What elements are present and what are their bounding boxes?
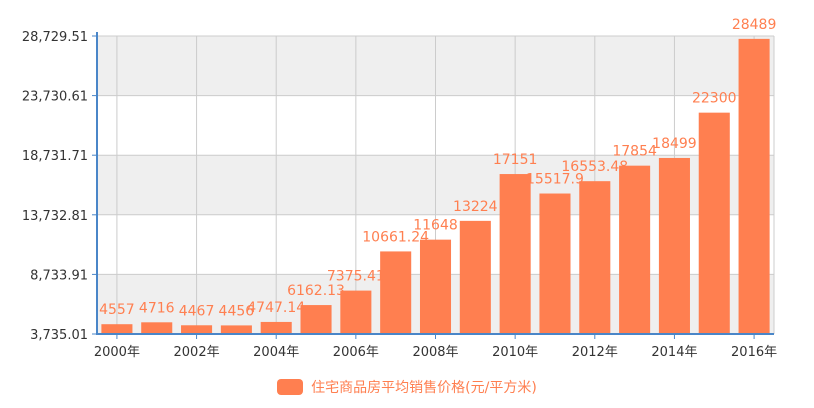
value-label: 17151 (493, 152, 538, 168)
value-label: 10661.24 (362, 229, 429, 245)
x-tick-label: 2002年 (174, 345, 220, 360)
legend-swatch[interactable] (277, 379, 304, 395)
bar-2000年 (101, 324, 133, 334)
bar-2003年 (220, 325, 252, 334)
x-tick-label: 2000年 (94, 345, 140, 360)
x-axis-tick-labels: 2000年 2002年 2004年 2006年 2008年 2010年 2012年 2014年… (94, 345, 777, 360)
value-label: 28489 (732, 17, 777, 33)
bar-2013年 (619, 165, 651, 334)
value-label: 16553.48 (561, 159, 628, 175)
x-tick-label: 2016年 (731, 345, 777, 360)
bar-2010年 (499, 174, 531, 334)
value-label: 17854 (612, 144, 657, 160)
y-tick-label: 23,730.61 (22, 90, 88, 105)
bar-2014年 (658, 157, 690, 334)
x-tick-label: 2008年 (412, 345, 458, 360)
bars (101, 38, 770, 335)
bar-2012年 (579, 181, 611, 334)
y-tick-label: 3,735.01 (30, 328, 88, 343)
bar-2015年 (698, 112, 730, 335)
bar-2011年 (539, 193, 571, 334)
y-tick-label: 8,733.91 (30, 268, 88, 283)
bar-2007年 (380, 251, 412, 334)
value-label: 18499 (652, 136, 697, 152)
value-label: 7375.41 (327, 269, 385, 285)
value-label: 4716 (139, 300, 175, 316)
x-tick-label: 2014年 (651, 345, 697, 360)
bar-2002年 (181, 325, 213, 334)
bar-2004年 (260, 321, 292, 334)
y-axis-tick-labels: 3,735.01 8,733.91 13,732.81 18,731.71 23,730… (22, 30, 88, 343)
bar-2008年 (419, 239, 452, 334)
bar-2001年 (141, 322, 173, 334)
value-label: 11648 (413, 218, 458, 234)
x-tick-label: 2006年 (333, 345, 379, 360)
axes (92, 32, 774, 339)
value-label: 15517.9 (526, 172, 584, 188)
y-tick-label: 28,729.51 (22, 30, 88, 45)
legend-label[interactable]: 住宅商品房平均销售价格(元/平方米) (311, 380, 537, 396)
y-tick-label: 18,731.71 (22, 149, 88, 164)
value-label: 6162.13 (287, 283, 345, 299)
bar-2006年 (340, 290, 372, 334)
bar-2005年 (300, 305, 332, 334)
bar-2009年 (459, 220, 491, 334)
value-label: 4467 (179, 303, 215, 319)
y-tick-label: 13,732.81 (22, 209, 88, 224)
x-tick-label: 2004年 (253, 345, 299, 360)
legend[interactable]: 住宅商品房平均销售价格(元/平方米) (0, 374, 814, 400)
x-tick-label: 2010年 (492, 345, 538, 360)
bar-chart: 3,735.01 8,733.91 13,732.81 18,731.71 23,730… (22, 17, 777, 360)
value-label: 4747.14 (247, 300, 305, 316)
x-tick-label: 2012年 (572, 345, 618, 360)
value-label: 13224 (453, 199, 498, 215)
bar-2016年 (738, 38, 770, 334)
value-label: 22300 (692, 91, 737, 107)
value-label: 4557 (99, 302, 135, 318)
value-label: 4456 (219, 303, 255, 319)
